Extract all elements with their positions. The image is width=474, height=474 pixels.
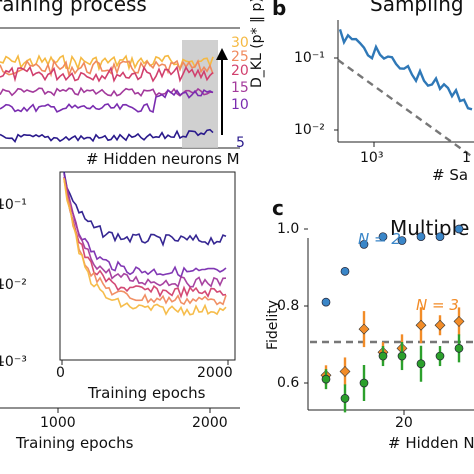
panel-a-title: raining process [0, 0, 147, 16]
legend-30: 30 [231, 35, 249, 51]
data-point [321, 297, 331, 307]
series-line-25 [0, 58, 214, 78]
hidden-neurons-label: # Hidden neurons M [86, 150, 240, 168]
data-point-diamond [415, 319, 427, 331]
data-point [435, 232, 445, 242]
panel-b-letter: b [272, 0, 287, 20]
data-point [340, 394, 350, 403]
top-strip-lines [0, 53, 214, 143]
reference-dashed-line [337, 59, 474, 159]
legend-25: 25 [231, 49, 249, 65]
data-point [416, 359, 426, 369]
inset-curve [63, 178, 227, 299]
xtick-1000: 1000 [40, 415, 76, 431]
xtick-2000: 2000 [192, 415, 228, 431]
inset-curve [63, 178, 227, 317]
data-point [321, 374, 331, 384]
panel-c-ylabel: Fidelity [265, 300, 281, 350]
legend-15: 15 [231, 80, 249, 96]
data-point-diamond [339, 366, 351, 377]
inset-curve [63, 176, 227, 289]
series-line-15 [0, 86, 213, 98]
data-point-diamond [434, 319, 446, 331]
up-arrow-icon [216, 48, 228, 60]
series-line-10 [0, 88, 214, 114]
inset-xtick-0: 0 [56, 365, 65, 381]
panel-b-xtick-2: 1 [462, 150, 471, 166]
ytick-1e-3: 10⁻³ [0, 354, 27, 370]
fidelity-points [320, 224, 465, 413]
data-point [340, 267, 350, 276]
panel-c-ytick-06: 0.6 [277, 375, 300, 391]
ytick-1e-1: 10⁻¹ [0, 197, 27, 213]
panel-b-xlabel: # Sa [432, 166, 469, 184]
panel-c-xtick-20: 20 [395, 415, 413, 431]
panel-c-xlabel: # Hidden N [388, 434, 474, 452]
data-point [454, 224, 464, 234]
inset-box [59, 171, 236, 361]
data-point [435, 351, 445, 361]
data-point [359, 240, 369, 249]
panel-b-xtick-1: 10³ [360, 150, 384, 166]
inset-curve [63, 173, 227, 279]
panel-c-ytick-10: 1.0 [277, 221, 300, 237]
data-point [359, 378, 369, 388]
data-point-diamond [358, 323, 370, 335]
panel-b-title: Sampling [370, 0, 464, 16]
data-point [397, 236, 407, 245]
panel-c-letter: c [272, 196, 284, 220]
panel-b-ytick-1: 10⁻¹ [294, 50, 325, 66]
inset-xlabel: Training epochs [88, 384, 206, 402]
data-point [378, 232, 388, 242]
panel-c-title: Multiple [390, 216, 470, 240]
series-label-n2: N = 2 [358, 230, 401, 248]
series-label-n3: N = 3 [416, 296, 459, 314]
inset-xtick-2000: 2000 [197, 365, 233, 381]
kl-divergence-line [338, 29, 473, 111]
panel-b-ytick-2: 10⁻² [294, 122, 325, 138]
data-point-diamond [453, 315, 465, 327]
legend-5: 5 [236, 135, 245, 151]
inset-curve [63, 171, 227, 248]
data-point [378, 351, 388, 361]
data-point [416, 232, 426, 242]
panel-c-ytick-08: 0.8 [277, 298, 300, 314]
legend-20: 20 [231, 63, 249, 79]
series-line-5 [0, 128, 214, 143]
inset-lines [63, 171, 227, 317]
inset-curve [63, 177, 227, 306]
legend-10: 10 [231, 97, 249, 113]
panel-a-xlabel: Training epochs [16, 434, 134, 452]
series-line-20 [0, 65, 214, 83]
data-point [454, 344, 464, 353]
data-point [397, 351, 407, 361]
ytick-1e-2: 10⁻² [0, 277, 27, 293]
